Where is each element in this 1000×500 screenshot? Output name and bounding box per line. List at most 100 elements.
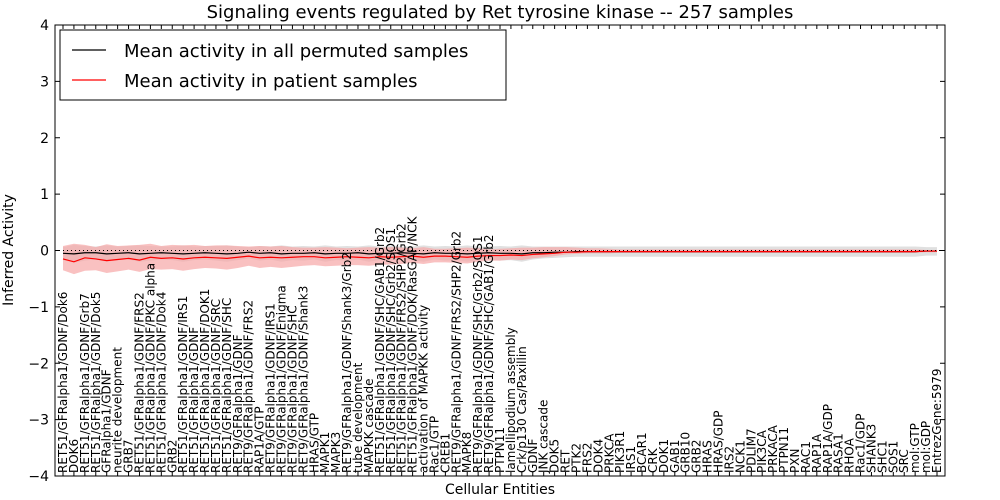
y-tick-label: −1 [28, 300, 49, 316]
series-lines [62, 250, 937, 263]
x-category-label: PXN [788, 449, 802, 473]
x-category-label: PTK2 [569, 443, 583, 473]
x-category-label: RET9/GFRalpha1/GDNF/SHC/GAB1/Grb2 [482, 234, 496, 473]
x-category-label: MAPK3 [329, 432, 343, 473]
x-category-label: RET9/GFRalpha1/GDNF/SHC/Grb2/SOS1 [471, 235, 485, 473]
x-category-label: activation of MAPKK activity [417, 305, 431, 473]
x-category-label: RAP1A/GTP [253, 406, 267, 473]
x-category-label: RET9/GFRalpha1/GDNF/FRS2 [242, 300, 256, 473]
x-category-label: RAC1 [799, 441, 813, 473]
y-tick-label: −3 [28, 413, 49, 429]
y-tick-label: 1 [40, 187, 49, 203]
x-category-label: RET51/GFRalpha1/GDNF/SHC [220, 298, 234, 473]
x-category-label: PIK3R1 [613, 431, 627, 473]
x-category-label: PTPN11 [777, 427, 791, 473]
x-category-label: GFRalpha1/GDNF [100, 369, 114, 473]
x-category-label: CRK [646, 447, 660, 473]
x-category-label: IRS1 [624, 446, 638, 473]
x-category-label: tube development [351, 362, 365, 473]
x-category-label: Rac1/GDP [854, 414, 868, 473]
legend: Mean activity in all permuted samples Me… [59, 29, 507, 101]
x-axis-category-labels: RET51/GFRalpha1/GDNF/Dok6DOK6RET51/GFRal… [56, 215, 944, 474]
x-category-label: PRKCA [602, 433, 616, 473]
x-category-label: PDLIM7 [744, 428, 758, 473]
x-category-label: DOK5 [548, 439, 562, 473]
legend-label-patient: Mean activity in patient samples [124, 71, 418, 92]
line-series-1 [62, 250, 937, 263]
x-category-label: RET51/GFRalpha1/GDNF/DOK/RasGAP/NCK [406, 215, 420, 473]
y-tick-label: 3 [40, 74, 49, 90]
x-category-label: BCAR1 [635, 432, 649, 473]
x-category-label: RET9/GFRalpha1/GDNF/IRS1 [264, 303, 278, 473]
x-category-label: RET [559, 449, 573, 473]
x-category-label: RET51/GFRalpha1/GDNF/DOK1 [198, 289, 212, 473]
x-category-label: neurite development [111, 347, 125, 473]
x-category-label: GRB2 [165, 439, 179, 473]
x-category-label: RET9/GFRalpha1/GDNF [231, 334, 245, 473]
x-category-label: HRAS [701, 440, 715, 473]
x-category-label: RET51/GFRalpha1/GDNF/IRS1 [176, 296, 190, 473]
x-category-label: SHANK3 [864, 424, 878, 473]
x-category-label: GDNF [526, 438, 540, 473]
x-category-label: PIK3CA [755, 429, 769, 473]
x-category-label: GRB7 [122, 439, 136, 473]
y-axis-ticks: −4 −3 −2 −1 0 1 2 3 4 [28, 18, 945, 485]
x-category-label: RET9/GFRalpha1/GDNF/Shank3/Grb2 [340, 252, 354, 473]
x-category-label: RET9/GFRalpha1/GDNF/Enigma [275, 285, 289, 473]
x-category-label: RET51/GFRalpha1/GDNF [187, 327, 201, 473]
x-category-label: IRS2 [722, 446, 736, 473]
x-category-label: PTPN11 [493, 427, 507, 473]
x-category-label: RET51/GFRalpha1/GDNF/SRC [209, 299, 223, 473]
x-category-label: RAP1A [810, 433, 824, 473]
x-category-label: RET51/GFRalpha1/GDNF/Dok4 [154, 292, 168, 473]
x-category-label: RET51/GFRalpha1/GDNF/Grb7 [78, 293, 92, 473]
x-category-label: DOK1 [657, 439, 671, 473]
x-category-label: SHC1 [875, 440, 889, 473]
y-tick-label: 4 [40, 18, 49, 34]
x-category-label: mol:GTP [908, 423, 922, 473]
x-category-label: MAPK8 [460, 432, 474, 473]
x-axis-label: Cellular Entities [445, 482, 555, 498]
x-category-label: RET51/GFRalpha1/GDNF/PKC alpha [143, 263, 157, 473]
x-category-label: SOS1 [886, 441, 900, 473]
y-tick-label: −4 [28, 469, 49, 485]
x-category-label: RET9/GFRalpha1/GDNF/Shank3 [296, 286, 310, 473]
x-axis-ticks [62, 25, 938, 476]
x-category-label: HRAS/GTP [307, 413, 321, 473]
x-category-label: EntrezGene:5979 [930, 369, 944, 474]
x-category-label: RET51/GFRalpha1/GDNF/Dok5 [89, 292, 103, 473]
legend-box [59, 29, 507, 101]
y-tick-label: 2 [40, 131, 49, 147]
y-tick-label: 0 [40, 244, 49, 260]
x-category-label: NCK1 [733, 440, 747, 473]
x-category-label: RET9/GFRalpha1/GDNF/SHC [285, 305, 299, 473]
x-category-label: SRC [897, 449, 911, 473]
x-category-label: RHOA [843, 437, 857, 473]
chart-title: Signaling events regulated by Ret tyrosi… [207, 2, 794, 23]
x-category-label: HRAS/GDP [712, 410, 726, 473]
x-category-label: RET51/GFRalpha1/GDNF/FRS2/SHP2/Grb2 [395, 223, 409, 473]
y-axis-label: Inferred Activity [1, 194, 17, 306]
x-category-label: DOK4 [591, 439, 605, 473]
x-category-label: Crk/p130 Cas/Paxillin [515, 346, 529, 473]
x-category-label: PRKACA [766, 424, 780, 473]
x-category-label: Rac1/GTP [427, 416, 441, 473]
legend-label-permuted: Mean activity in all permuted samples [124, 41, 468, 62]
x-category-label: lamellipodium assembly [504, 327, 518, 473]
x-category-label: RAP1A/GDP [821, 404, 835, 473]
x-category-label: RET51/GFRalpha1/GDNF/Dok6 [56, 292, 70, 473]
x-category-label: GRB2 [690, 439, 704, 473]
x-category-label: JNK cascade [537, 400, 551, 474]
x-category-label: RASA1 [832, 433, 846, 473]
x-category-label: MAPK1 [318, 432, 332, 473]
y-tick-label: −2 [28, 356, 49, 372]
x-category-label: CREB1 [438, 433, 452, 473]
x-category-label: RET51/GFRalpha1/GDNF/SHC/GAB1/Grb2 [373, 227, 387, 473]
x-category-label: RET51/GFRalpha1/GDNF/SHC/Grb2/SOS1 [384, 228, 398, 473]
x-category-label: DOK6 [67, 439, 81, 473]
x-category-label: RET51/GFRalpha1/GDNF/FRS2 [132, 292, 146, 473]
x-category-label: GRB10 [679, 432, 693, 473]
x-category-label: mol:GDP [919, 421, 933, 473]
x-category-label: GAB1 [668, 440, 682, 473]
